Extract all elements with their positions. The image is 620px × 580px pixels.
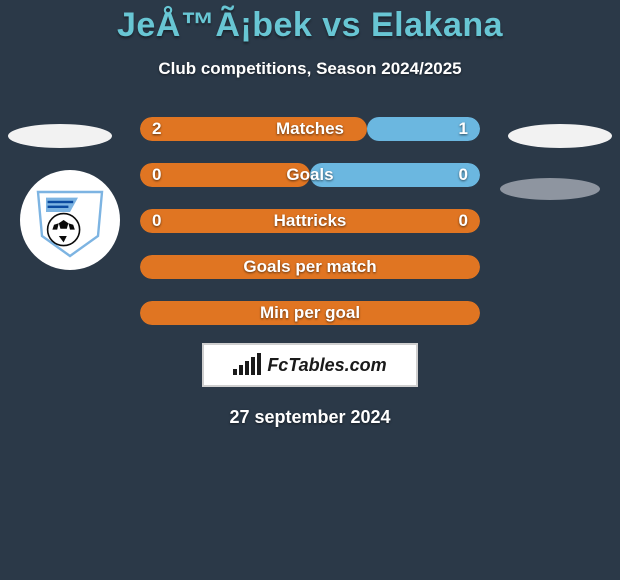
brand-bars-icon <box>233 355 261 375</box>
club-badge-icon <box>30 180 110 260</box>
stat-label: Min per goal <box>260 303 360 323</box>
stat-row: 0 0 Goals <box>140 163 480 187</box>
stat-label: Goals <box>286 165 333 185</box>
side-ellipse <box>500 178 600 200</box>
stat-value-right: 1 <box>459 119 468 139</box>
brand-box: FcTables.com <box>202 343 418 387</box>
stat-row: 2 1 Matches <box>140 117 480 141</box>
stat-label: Goals per match <box>243 257 376 277</box>
date-text: 27 september 2024 <box>0 407 620 428</box>
brand-text: FcTables.com <box>267 355 386 376</box>
stat-row: Goals per match <box>140 255 480 279</box>
page-title: JeÅ™Ã¡bek vs Elakana <box>0 0 620 45</box>
stat-label: Hattricks <box>274 211 347 231</box>
club-badge <box>20 170 120 270</box>
stat-value-right: 0 <box>459 165 468 185</box>
stat-row: Min per goal <box>140 301 480 325</box>
side-ellipse <box>508 124 612 148</box>
stat-value-right: 0 <box>459 211 468 231</box>
stat-value-left: 0 <box>152 211 161 231</box>
stat-fill-right <box>310 163 480 187</box>
stat-value-left: 2 <box>152 119 161 139</box>
stat-value-left: 0 <box>152 165 161 185</box>
stat-row: 0 0 Hattricks <box>140 209 480 233</box>
stat-fill-left <box>140 163 310 187</box>
side-ellipse <box>8 124 112 148</box>
subtitle: Club competitions, Season 2024/2025 <box>0 59 620 79</box>
stat-label: Matches <box>276 119 344 139</box>
